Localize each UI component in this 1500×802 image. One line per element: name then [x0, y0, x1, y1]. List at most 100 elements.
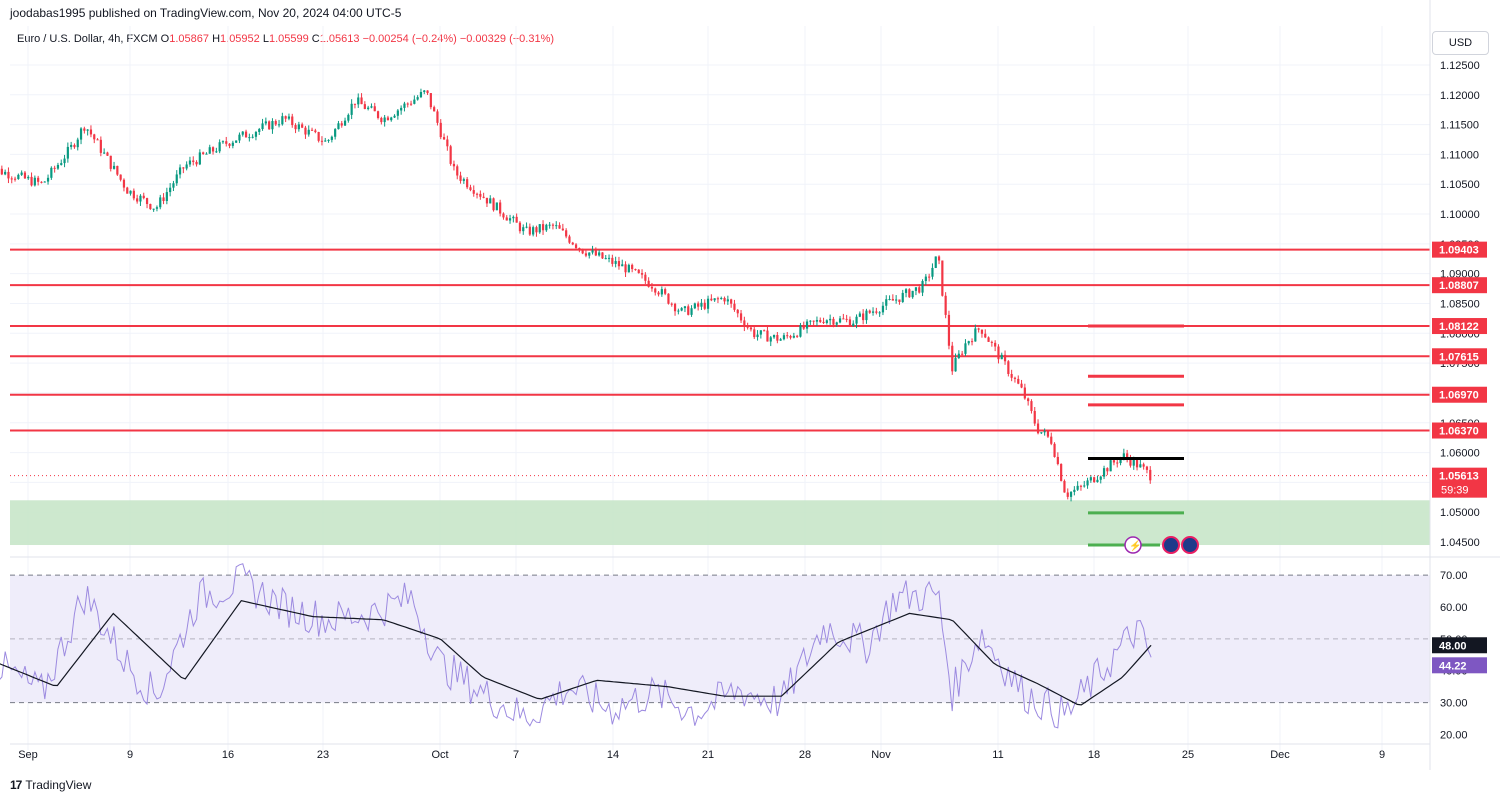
candle-body: [116, 165, 119, 175]
candle-body: [429, 93, 432, 108]
candle-body: [1139, 464, 1142, 468]
candle-body: [162, 197, 165, 201]
price-level-badge: [1432, 277, 1487, 294]
candle-body: [931, 267, 934, 277]
candle-body: [449, 146, 452, 164]
candle-body: [330, 136, 333, 140]
candle-body: [594, 250, 597, 256]
candle-body: [667, 293, 670, 304]
candle-body: [1040, 432, 1043, 434]
candle-body: [538, 224, 541, 233]
rsi-axis-label: 50.00: [1440, 634, 1468, 646]
candle-body: [1096, 479, 1099, 483]
candle-body: [363, 104, 366, 109]
candle-body: [373, 106, 376, 112]
candle-body: [376, 111, 380, 118]
candle-body: [436, 111, 439, 123]
candle-body: [528, 226, 531, 235]
candle-body: [268, 121, 271, 130]
candle-body: [888, 298, 891, 300]
published-text: joodabas1995 published on TradingView.co…: [10, 6, 402, 20]
candle-body: [862, 313, 865, 321]
candle-body: [37, 177, 40, 182]
currency-button[interactable]: USD: [1432, 31, 1489, 55]
candle-body: [574, 244, 578, 249]
candle-body: [1093, 477, 1096, 483]
candle-body: [984, 333, 987, 338]
price-axis-label: 1.11000: [1440, 149, 1479, 161]
candle-body: [27, 176, 30, 179]
candle-body: [835, 322, 838, 325]
candle-body: [324, 140, 327, 142]
candle-body: [617, 261, 621, 267]
tradingview-logo[interactable]: 17 TradingView: [10, 778, 91, 792]
candle-body: [1046, 431, 1050, 437]
candle-body: [489, 198, 492, 204]
candle-body: [961, 353, 964, 355]
rsi-axis-label: 60.00: [1440, 602, 1468, 614]
price-axis-label: 1.11500: [1440, 120, 1479, 132]
candle-body: [852, 323, 855, 327]
candle-body: [258, 129, 261, 133]
flash-event-icon[interactable]: [1124, 536, 1142, 554]
economic-event-icon[interactable]: [1181, 536, 1199, 555]
time-axis-label: 21: [702, 749, 714, 761]
candle-body: [218, 142, 221, 152]
candle-body: [898, 299, 901, 303]
high-label: H: [212, 33, 221, 45]
candle-body: [452, 163, 456, 167]
candle-body: [287, 116, 291, 119]
price-level-badge: [1432, 422, 1487, 439]
time-axis-label: 25: [1182, 749, 1194, 761]
candle-body: [1053, 443, 1056, 457]
candle-body: [815, 319, 819, 322]
candle-body: [954, 358, 957, 372]
price-axis-label: 1.12000: [1440, 90, 1480, 102]
candle-body: [10, 178, 13, 180]
support-zone[interactable]: [10, 500, 1430, 546]
candle-body: [1069, 491, 1073, 497]
candle-body: [304, 127, 307, 135]
candle-body: [512, 216, 515, 219]
candle-body: [598, 252, 601, 256]
candle-body: [1023, 387, 1026, 399]
price-level-badge-text: 1.09403: [1439, 245, 1479, 257]
candle-body: [746, 326, 749, 328]
candle-body: [459, 175, 462, 181]
candle-body: [380, 117, 383, 123]
candle-body: [924, 276, 927, 281]
candle-body: [238, 134, 241, 141]
candle-body: [588, 252, 591, 256]
rsi-band: [10, 575, 1430, 703]
candle-body: [901, 292, 904, 303]
rsi-axis-label: 40.00: [1440, 666, 1468, 678]
candle-body: [756, 334, 759, 338]
candle-body: [918, 287, 921, 293]
candle-body: [654, 288, 657, 293]
candle-body: [482, 196, 485, 198]
candle-body: [264, 121, 267, 124]
candle-body: [789, 335, 792, 338]
candle-body: [535, 227, 538, 233]
price-axis-label: 1.07000: [1440, 388, 1480, 400]
close-label: C: [311, 33, 320, 45]
candle-body: [261, 123, 264, 130]
candle-body: [221, 141, 225, 143]
candle-body: [73, 144, 76, 148]
candle-body: [132, 190, 135, 199]
change-value-2: −0.00329 (−0.31%): [459, 33, 555, 45]
price-axis-label: 1.04500: [1440, 537, 1480, 549]
candle-body: [178, 167, 182, 175]
economic-event-icon[interactable]: [1162, 536, 1180, 555]
candle-body: [578, 248, 581, 250]
candle-body: [726, 299, 729, 302]
candle-body: [819, 319, 822, 322]
last-price-text: 1.05613: [1439, 471, 1479, 483]
candle-body: [231, 142, 234, 146]
candle-body: [601, 252, 604, 259]
candle-body: [1109, 460, 1112, 472]
candle-body: [1102, 468, 1106, 477]
symbol-name[interactable]: Euro / U.S. Dollar, 4h, FXCM: [17, 33, 158, 45]
candle-body: [802, 325, 805, 329]
